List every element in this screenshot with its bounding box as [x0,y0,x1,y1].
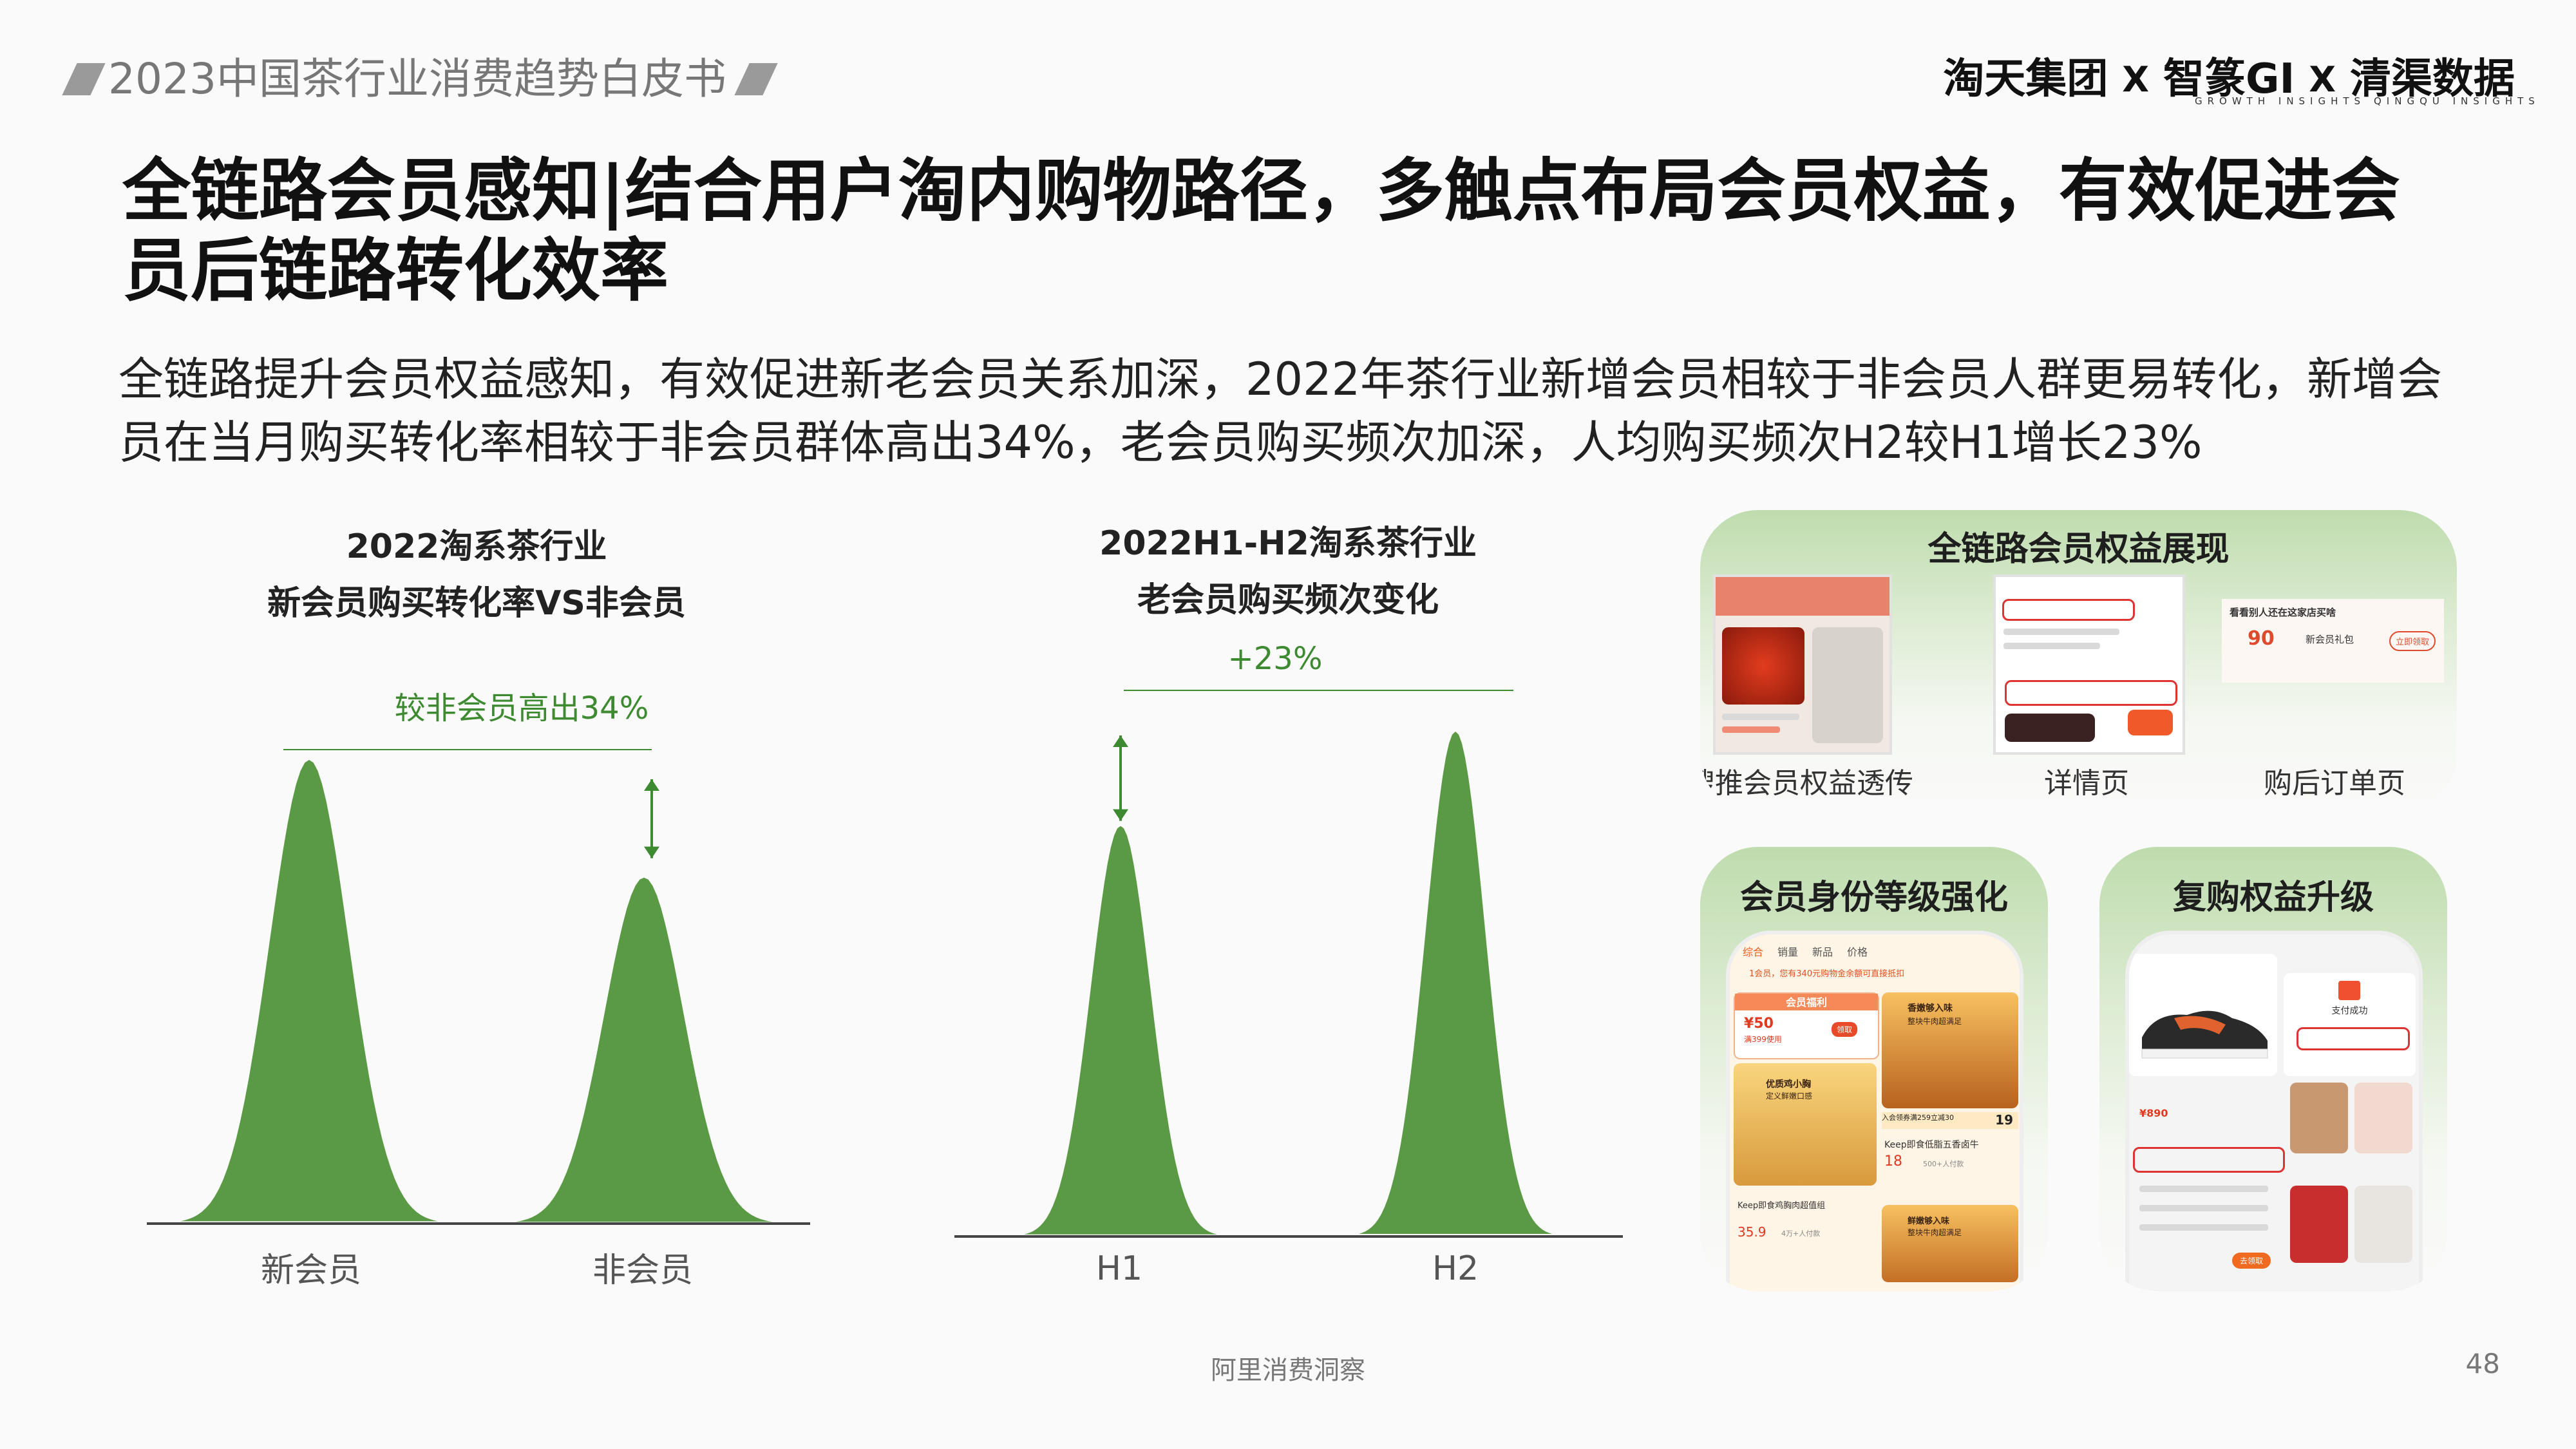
repurchase-claim-button: 去领取 [2232,1253,2271,1269]
order-page-screenshot: 看看别人还在这家店买啥 90 新会员礼包 立即领取 [2222,599,2444,683]
chart1-plot [147,749,810,1225]
identity-product-image-2: 优质鸡小胸 定义鲜嫩口感 [1734,1063,1877,1186]
member-identity-card: 会员身份等级强化 综合 销量 新品 价格 1会员，您有340元购物金余额可直接抵… [1700,847,2048,1291]
chart2-bar-h1 [1024,826,1217,1235]
identity-phone-screenshot: 综合 销量 新品 价格 1会员，您有340元购物金余额可直接抵扣 会员福利 ¥5… [1726,931,2023,1291]
chart1-bar-new-member [180,760,438,1222]
repurchase-title: 复购权益升级 [2172,878,2374,917]
chart1-title: 2022淘系茶行业 新会员购买转化率VS非会员 [213,518,741,632]
headline: 全链路会员感知|结合用户淘内购物路径，多触点布局会员权益，有效促进会员后链路转化… [122,151,2400,310]
identity-tab-new: 新品 [1812,946,1833,958]
order-page-claim-button: 立即领取 [2389,631,2436,651]
footer-source: 阿里消费洞察 [1211,1356,1365,1385]
repurchase-product-image-2 [2290,1083,2348,1153]
identity-product-price-4: 35.9 [1738,1224,1766,1240]
order-page-gift: 新会员礼包 [2306,634,2354,645]
full-chain-title: 全链路会员权益展现 [1927,530,2230,569]
identity-tab-bar: 综合 销量 新品 价格 [1743,943,1868,959]
partner-logo-taotian: 淘天集团 [1943,55,2108,103]
full-chain-label-search: 搜推会员权益透传 [1700,767,1913,800]
chart1-title-line2: 新会员购买转化率VS非会员 [267,584,686,623]
identity-product-sold-3: 500+人付款 [1923,1160,1964,1168]
identity-product-image-1: 香嫩够入味 整块牛肉超满足 [1882,992,2018,1108]
identity-coupon-condition: 满399使用 [1744,1035,1782,1044]
title-decoration-left [62,63,106,95]
repurchase-success-text: 支付成功 [2331,1006,2368,1016]
identity-notice: 1会员，您有340元购物金余额可直接抵扣 [1749,969,1905,979]
feed-tab-bar [1716,577,1889,616]
partner-logo-qingqu: 清渠数据 [2350,55,2515,103]
chart1-bar-non-member [515,877,773,1222]
identity-promo-price: 19 [1995,1112,2013,1128]
detail-member-highlight [2002,599,2135,621]
report-title: 2023中国茶行业消费趋势白皮书 [108,54,726,104]
repurchase-phone-screenshot: 支付成功 ¥890 去领取 [2125,931,2423,1291]
chart1-x-label-new-member: 新会员 [260,1251,361,1290]
identity-product-sold-4: 4万+人付款 [1781,1229,1821,1238]
repurchase-product-image-4 [2290,1186,2348,1263]
chart2-annotation: +23% [1227,641,1323,677]
identity-coupon-button: 领取 [1832,1022,1858,1037]
repurchase-product-image-3 [2354,1083,2412,1153]
repurchase-price: ¥890 [2139,1107,2168,1119]
partner-subtitle-qingqu: QINGQU INSIGHTS [2374,95,2540,107]
repurchase-success-popup: 支付成功 [2284,973,2416,1076]
identity-coupon-value: ¥50 [1744,1016,1774,1032]
chart2-bar-h2 [1359,732,1552,1234]
chart1-annotation: 较非会员高出34% [394,690,649,726]
repurchase-product-image-5 [2354,1186,2412,1263]
repurchase-card: 复购权益升级 支付成功 ¥890 去领取 [2099,847,2447,1291]
chart2-title: 2022H1-H2淘系茶行业 老会员购买频次变化 [1024,515,1552,629]
detail-bottom-bar [2005,714,2095,742]
identity-tab-price: 价格 [1847,946,1868,958]
feed-second-image [1812,627,1883,743]
partner-separator: X [2309,59,2336,100]
chart2-x-label-h2: H2 [1432,1249,1479,1288]
order-page-heading: 看看别人还在这家店买啥 [2230,607,2336,618]
repurchase-highlight [2297,1027,2410,1050]
chart2-title-line1: 2022H1-H2淘系茶行业 [1099,524,1477,563]
chart2-x-label-h1: H1 [1095,1249,1143,1288]
sneaker-icon [2141,1010,2268,1059]
chart1-title-line1: 2022淘系茶行业 [346,527,607,566]
chart1-difference-arrow [644,779,659,858]
identity-tab-sales: 销量 [1777,946,1799,958]
detail-buy-button [2128,710,2173,735]
feed-product-image [1722,627,1804,705]
identity-product-name-4: Keep即食鸡胸肉超值组 [1738,1201,1826,1211]
member-identity-title: 会员身份等级强化 [1739,878,2008,917]
page-number: 48 [2465,1348,2500,1379]
chart2-difference-arrow [1113,735,1128,821]
partner-separator: X [2122,59,2150,100]
chart2-title-line2: 老会员购买频次变化 [1137,581,1439,620]
partner-logo-zhizhuan: 智篆GI [2163,55,2295,103]
identity-coupon-label: 会员福利 [1735,994,1878,1010]
chart1-x-label-non-member: 非会员 [592,1251,693,1290]
identity-coupon-card: 会员福利 ¥50 满399使用 领取 [1734,992,1879,1059]
identity-product-price-3: 18 [1884,1153,1902,1170]
summary-text: 全链路提升会员权益感知，有效促进新老会员关系加深，2022年茶行业新增会员相较于… [118,353,2443,469]
full-chain-card: 全链路会员权益展现 看看别人还在这家店买啥 90 新会员礼包 立即领取 搜推会员… [1700,510,2457,813]
title-decoration-right [734,63,778,95]
identity-product-image-5: 鲜嫩够入味 整块牛肉超满足 [1882,1205,2018,1282]
full-chain-label-order: 购后订单页 [2264,767,2405,800]
repurchase-benefit-highlight [2133,1147,2285,1173]
order-page-price: 90 [2248,627,2275,650]
detail-page-screenshot [1993,574,2185,755]
repurchase-product-image [2129,954,2277,1076]
partner-logos: 淘天集团 X 智篆GI X 清渠数据 [1943,50,2515,108]
gift-icon [2338,981,2360,1000]
identity-product-name-3: Keep即食低脂五香卤牛 [1884,1140,1979,1150]
search-feed-screenshot [1713,574,1892,755]
identity-tab-overall: 综合 [1743,946,1764,958]
full-chain-label-detail: 详情页 [2044,767,2129,800]
detail-member-highlight-2 [2005,680,2177,706]
identity-promo-badge: 入会领券满259立减30 19 [1882,1112,2018,1129]
partner-subtitle-growth: GROWTH INSIGHTS [2195,95,2366,107]
chart2-plot [954,690,1623,1238]
